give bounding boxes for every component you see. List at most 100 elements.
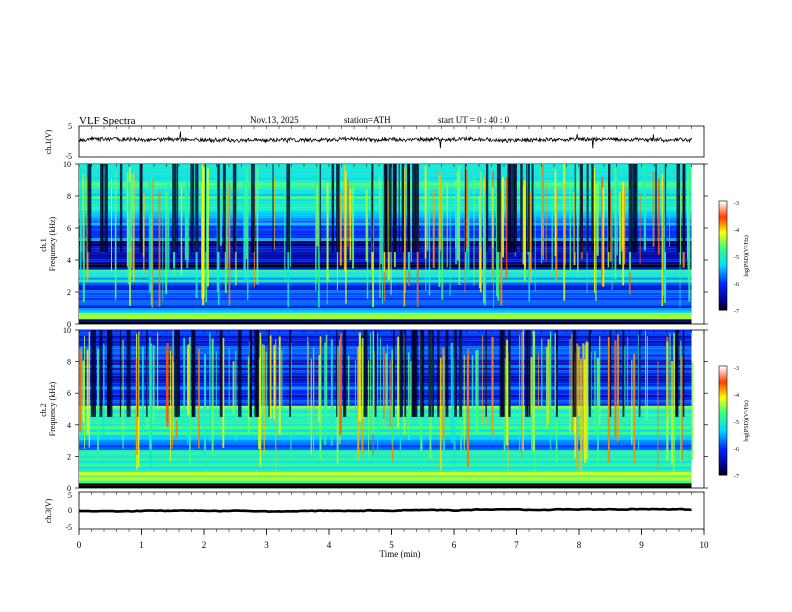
spec1-sferic bbox=[482, 177, 485, 304]
spec1-sferic bbox=[150, 176, 153, 306]
spec1-band bbox=[79, 287, 692, 291]
spec2-sferic bbox=[637, 334, 639, 452]
spec2-sferic bbox=[361, 338, 364, 420]
ch2-cbar-tick-neg5: -5 bbox=[734, 420, 739, 426]
spec1-sferic bbox=[82, 173, 84, 260]
cbar1-swatch bbox=[719, 295, 727, 298]
spec2-sferic bbox=[336, 346, 339, 465]
ch2-spectrogram-panel: 0 2 4 6 8 10 ch.2 Frequency (kHz) bbox=[39, 326, 708, 493]
cbar1-swatch bbox=[719, 279, 727, 282]
spec1-sferic bbox=[439, 171, 442, 251]
spec1-gap bbox=[232, 164, 237, 252]
spec1-band bbox=[79, 305, 692, 308]
spec2-sferic bbox=[521, 332, 523, 459]
spec2-band bbox=[79, 378, 692, 382]
ch2-colorbar-label: log(PSD)(V²/Hz) bbox=[743, 400, 750, 441]
time-axis-label: Time (min) bbox=[380, 549, 421, 559]
spec2-sferic bbox=[377, 333, 379, 463]
spec1-sferic bbox=[245, 168, 248, 260]
cbar2-swatch bbox=[719, 402, 727, 405]
ch1-cbar-tick-neg5: -5 bbox=[734, 255, 739, 261]
spec2-sferic bbox=[198, 348, 200, 449]
spec2-sferic bbox=[211, 338, 214, 455]
ch1-colorbar-label: log(PSD)(V²/Hz) bbox=[743, 235, 750, 276]
spec1-sferic bbox=[115, 171, 117, 298]
spec1-band bbox=[79, 266, 692, 270]
cbar1-swatch bbox=[719, 219, 727, 222]
spec1-gap bbox=[526, 164, 528, 252]
spec1-sferic bbox=[554, 169, 557, 257]
spec1-sferic bbox=[465, 169, 468, 249]
spec1-gap bbox=[272, 164, 274, 252]
spec2-sferic bbox=[410, 360, 412, 417]
ch3-waveform-ylabel: ch.3(V) bbox=[44, 498, 53, 523]
cbar2-swatch bbox=[719, 471, 727, 474]
spec2-sferic bbox=[84, 335, 86, 450]
cbar1-swatch bbox=[719, 291, 727, 295]
spec2-gap bbox=[501, 330, 504, 417]
spec1-gap bbox=[401, 164, 405, 252]
spec1-sferic bbox=[688, 165, 691, 302]
cbar1-swatch bbox=[719, 211, 727, 215]
cbar2-swatch bbox=[719, 433, 727, 436]
spec2-sferic bbox=[141, 346, 144, 433]
spec1-gap bbox=[140, 164, 142, 252]
spec1-sferic bbox=[616, 167, 618, 256]
spec1-gap bbox=[100, 164, 104, 252]
spec2-sferic bbox=[590, 351, 592, 419]
spec1-gap bbox=[371, 164, 374, 252]
spec1-sferic bbox=[111, 178, 113, 272]
cbar2-swatch bbox=[719, 429, 727, 432]
spec2-band bbox=[79, 423, 692, 427]
ch2-cbar-tick-neg7: -7 bbox=[734, 474, 739, 480]
spec1-sferic bbox=[540, 175, 543, 264]
cbar1-swatch bbox=[719, 237, 727, 240]
spec2-ytick-label: 6 bbox=[67, 389, 71, 398]
spec2-sferic bbox=[442, 347, 445, 440]
cbar1-swatch bbox=[719, 271, 727, 275]
spec2-band bbox=[79, 410, 692, 413]
spec1-sferic bbox=[643, 164, 646, 251]
spec1-sferic bbox=[224, 192, 227, 293]
spec1-sferic bbox=[624, 185, 626, 265]
spec2-band bbox=[79, 364, 692, 368]
spec1-sferic bbox=[432, 189, 435, 268]
spec1-sferic bbox=[602, 187, 605, 287]
time-axis-tick-label: 7 bbox=[514, 540, 519, 550]
cbar2-swatch bbox=[719, 467, 727, 471]
spec1-sferic bbox=[456, 171, 459, 261]
spec2-gap bbox=[119, 330, 121, 417]
spec1-sferic bbox=[441, 188, 444, 300]
spec1-gap bbox=[527, 164, 530, 252]
spec2-sferic bbox=[673, 344, 675, 410]
spec1-gap bbox=[286, 164, 291, 252]
ch1-cbar-tick-neg3: -3 bbox=[734, 201, 739, 207]
spec1-ytick-label: 8 bbox=[67, 192, 71, 201]
spec2-sferic bbox=[228, 347, 230, 428]
spec2-gap bbox=[499, 330, 502, 417]
spec2-sferic bbox=[623, 345, 626, 421]
spec2-band bbox=[79, 485, 692, 488]
spec2-sferic bbox=[330, 339, 333, 446]
spec2-band bbox=[79, 389, 692, 393]
ch1-cbar-tick-neg6: -6 bbox=[734, 282, 739, 288]
cbar1-swatch bbox=[719, 260, 727, 264]
spec2-sferic bbox=[537, 353, 539, 410]
time-axis-tick-label: 2 bbox=[202, 540, 207, 550]
spec2-sferic bbox=[372, 331, 375, 434]
spec1-sferic bbox=[228, 183, 231, 306]
spec2-gap bbox=[174, 330, 178, 417]
figure-title: VLF Spectra bbox=[79, 115, 136, 127]
time-axis-tick-label: 1 bbox=[139, 540, 144, 550]
spec1-band bbox=[79, 277, 692, 280]
spec1-gap bbox=[101, 164, 104, 252]
spec1-sferic bbox=[403, 167, 406, 307]
spec1-sferic bbox=[343, 165, 346, 272]
spec2-band bbox=[79, 370, 692, 373]
spec2-sferic bbox=[368, 360, 369, 457]
spec2-sferic bbox=[325, 334, 328, 412]
spec1-sferic bbox=[657, 178, 660, 255]
spec2-band bbox=[79, 392, 692, 395]
spec2-sferic bbox=[290, 347, 292, 422]
spec1-gap bbox=[388, 164, 392, 252]
